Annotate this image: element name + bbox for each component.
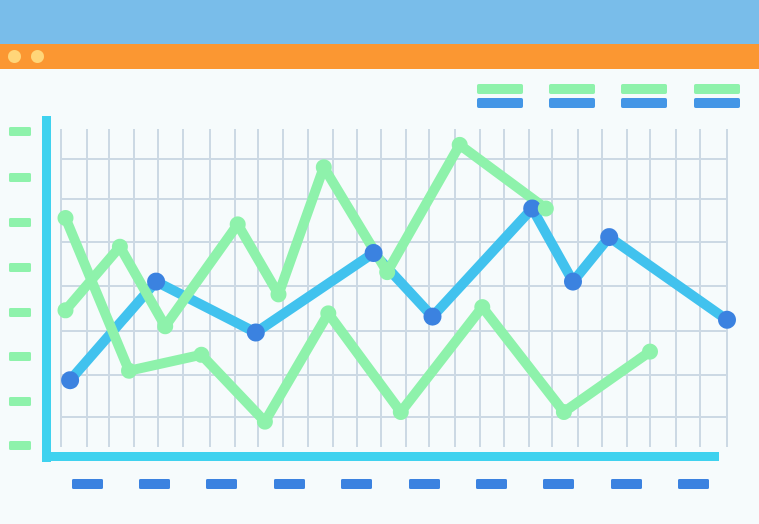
data-point-green bbox=[270, 286, 287, 303]
chart-panel bbox=[0, 69, 759, 524]
x-axis bbox=[42, 452, 719, 461]
data-point-green bbox=[315, 159, 332, 176]
data-point-green bbox=[111, 238, 128, 255]
x-tick-mark bbox=[409, 479, 440, 489]
x-tick-mark bbox=[274, 479, 305, 489]
y-tick-mark bbox=[9, 263, 31, 272]
x-tick-mark bbox=[206, 479, 237, 489]
data-point-blue bbox=[61, 371, 80, 390]
legend-key-blue bbox=[477, 98, 523, 108]
data-point-green bbox=[555, 404, 572, 420]
y-tick-mark bbox=[9, 173, 31, 182]
window-titlebar bbox=[0, 0, 759, 44]
data-point-green bbox=[229, 216, 246, 233]
data-point-green bbox=[392, 404, 409, 420]
y-tick-mark bbox=[9, 441, 31, 450]
window-control-dot[interactable] bbox=[31, 50, 44, 63]
y-tick-mark bbox=[9, 352, 31, 361]
x-tick-mark bbox=[678, 479, 709, 489]
x-tick-mark bbox=[72, 479, 103, 489]
data-point-green bbox=[57, 210, 74, 226]
y-tick-mark bbox=[9, 218, 31, 227]
data-point-green bbox=[537, 200, 554, 217]
x-tick-mark bbox=[543, 479, 574, 489]
data-point-blue bbox=[147, 272, 166, 291]
legend-key-green bbox=[694, 84, 740, 94]
y-tick-mark bbox=[9, 308, 31, 317]
y-tick-mark bbox=[9, 127, 31, 136]
data-point-blue bbox=[423, 307, 442, 326]
data-point-green bbox=[379, 264, 396, 281]
legend-key-green bbox=[621, 84, 667, 94]
data-point-blue bbox=[246, 323, 265, 342]
legend-key-green bbox=[549, 84, 595, 94]
data-point-blue bbox=[523, 199, 542, 218]
data-point-blue bbox=[718, 310, 736, 329]
line-chart bbox=[9, 116, 736, 489]
data-point-green bbox=[157, 318, 174, 335]
x-tick-mark bbox=[611, 479, 642, 489]
y-tick-mark bbox=[9, 397, 31, 406]
data-point-blue bbox=[600, 228, 619, 247]
legend-key-blue bbox=[549, 98, 595, 108]
legend-key-blue bbox=[621, 98, 667, 108]
data-point-green bbox=[121, 362, 137, 379]
data-point-blue bbox=[564, 272, 582, 291]
data-point-green bbox=[642, 343, 658, 360]
data-point-blue bbox=[364, 244, 383, 262]
window-control-dot[interactable] bbox=[8, 50, 21, 63]
data-point-green bbox=[193, 346, 210, 363]
y-axis bbox=[42, 116, 51, 462]
series-line-1 bbox=[65, 203, 732, 386]
window-toolbar bbox=[0, 44, 759, 69]
legend-key-green bbox=[477, 84, 523, 94]
data-point-green bbox=[474, 299, 491, 316]
data-point-green bbox=[451, 136, 468, 153]
chart-axes bbox=[9, 116, 719, 489]
x-tick-mark bbox=[139, 479, 170, 489]
data-point-green bbox=[320, 305, 337, 322]
x-tick-mark bbox=[341, 479, 372, 489]
points-layer bbox=[57, 136, 736, 430]
data-point-green bbox=[57, 302, 74, 319]
x-tick-mark bbox=[476, 479, 507, 489]
data-point-green bbox=[256, 413, 273, 430]
legend-key-blue bbox=[694, 98, 740, 108]
